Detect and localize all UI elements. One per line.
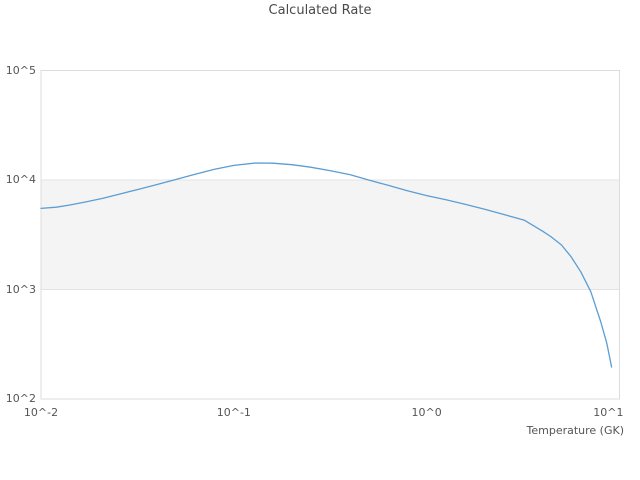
plot-border [40,70,620,400]
x-tick-label: 10^1 [593,406,624,419]
chart-title: Calculated Rate [268,3,372,18]
y-tick-label: 10^4 [5,173,36,186]
y-tick-label: 10^2 [5,392,36,405]
decade-band [41,180,620,290]
y-tick-label: 10^5 [5,63,36,77]
x-tick-label: 10^-2 [23,406,59,419]
y-tick-label: 10^3 [5,282,36,296]
x-tick-label: 10^-1 [216,406,251,419]
x-axis-title: Temperature (GK) [526,424,625,437]
rate-curve [40,162,613,368]
x-tick-label: 10^0 [411,406,442,419]
